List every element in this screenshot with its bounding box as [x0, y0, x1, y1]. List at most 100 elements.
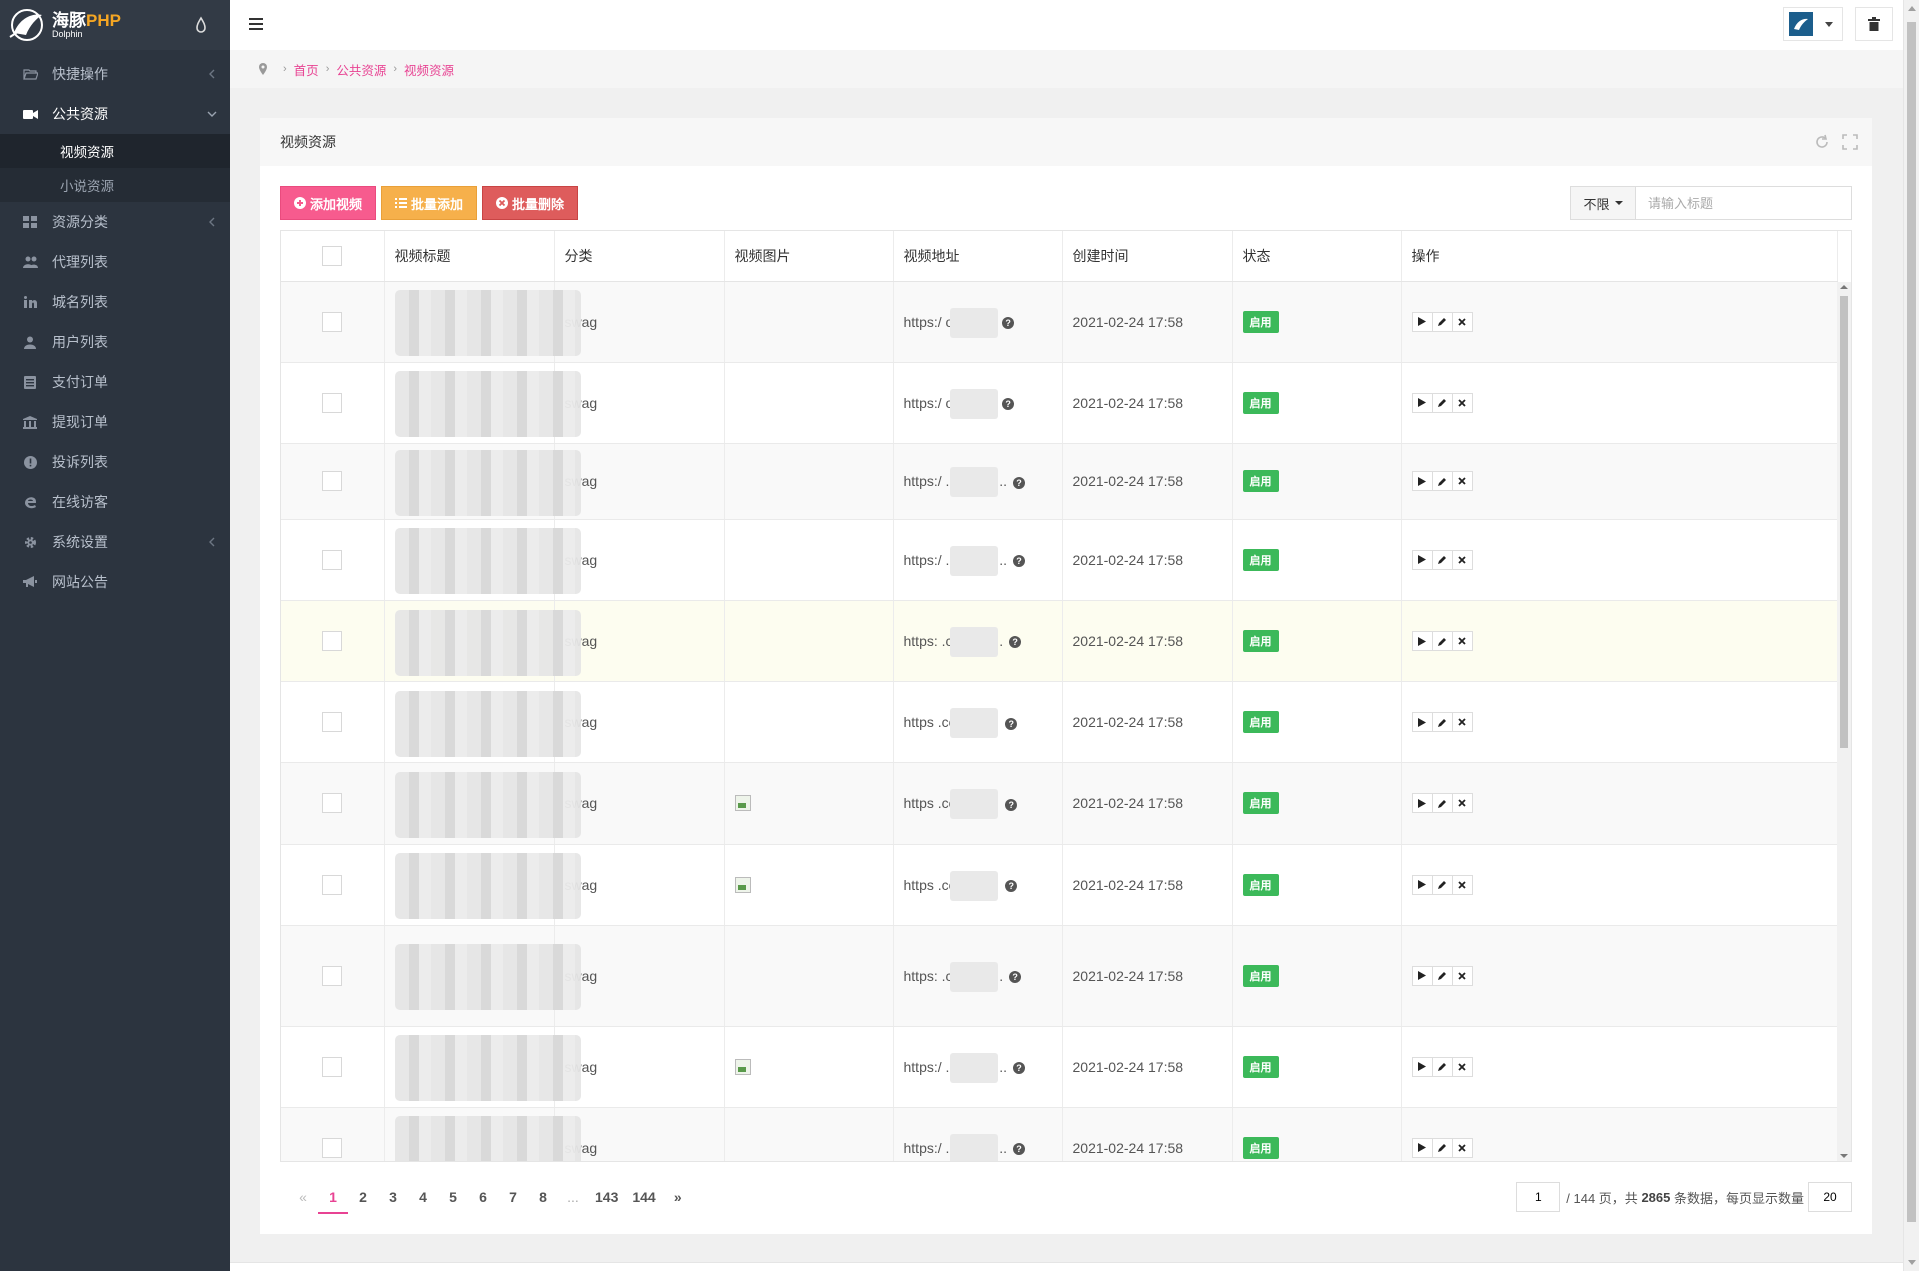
scrollbar-thumb[interactable] — [1840, 296, 1848, 748]
table-row[interactable]: swag https .com/20...?2021-02-24 17:58 启用 — [281, 681, 1838, 764]
table-row[interactable]: swag https .com/20...?2021-02-24 17:58 启用 — [281, 762, 1838, 845]
play-button[interactable] — [1411, 549, 1433, 570]
edit-button[interactable] — [1431, 965, 1453, 986]
row-checkbox[interactable] — [322, 311, 342, 332]
sidebar-item-1[interactable]: 公共资源 — [0, 94, 230, 134]
play-button[interactable] — [1411, 1056, 1433, 1077]
play-button[interactable] — [1411, 631, 1433, 652]
broken-image-icon[interactable] — [734, 1058, 751, 1075]
sidebar-subitem-1[interactable]: 小说资源 — [0, 168, 230, 202]
edit-button[interactable] — [1431, 712, 1453, 733]
sidebar-item-11[interactable]: 网站公告 — [0, 562, 230, 602]
page-button[interactable]: 144 — [632, 1189, 656, 1205]
question-circle-icon[interactable]: ? — [1002, 398, 1015, 411]
play-button[interactable] — [1411, 1137, 1433, 1158]
breadcrumb-video-resources[interactable]: 视频资源 — [404, 63, 455, 78]
page-button[interactable]: 4 — [419, 1189, 427, 1205]
user-menu[interactable] — [1783, 7, 1843, 41]
question-circle-icon[interactable]: ? — [1002, 316, 1015, 329]
delete-button[interactable] — [1451, 471, 1473, 492]
search-input[interactable] — [1636, 186, 1852, 220]
sidebar-subitem-0[interactable]: 视频资源 — [0, 134, 230, 168]
row-checkbox[interactable] — [322, 712, 342, 733]
table-row[interactable]: swag https: .com/20...?2021-02-24 17:58 启用 — [281, 925, 1838, 1027]
page-jump-input[interactable] — [1516, 1182, 1561, 1212]
play-button[interactable] — [1411, 392, 1433, 413]
question-circle-icon[interactable]: ? — [1013, 1061, 1025, 1074]
status-badge[interactable]: 启用 — [1242, 470, 1279, 493]
scrollbar-thumb[interactable] — [1907, 22, 1916, 1222]
row-checkbox[interactable] — [322, 471, 342, 492]
scroll-down-icon[interactable] — [1908, 1260, 1916, 1265]
delete-button[interactable] — [1451, 712, 1473, 733]
row-checkbox[interactable] — [322, 793, 342, 814]
play-button[interactable] — [1411, 712, 1433, 733]
edit-button[interactable] — [1431, 631, 1453, 652]
header-status[interactable]: 状态 — [1232, 231, 1402, 282]
prev-page-button[interactable]: « — [299, 1189, 307, 1205]
scroll-down-icon[interactable] — [1840, 1154, 1848, 1158]
table-row[interactable]: swag https:/ om/20...?2021-02-24 17:58 启用 — [281, 362, 1838, 444]
question-circle-icon[interactable]: ? — [1005, 717, 1018, 730]
page-button[interactable]: 5 — [449, 1189, 457, 1205]
status-badge[interactable]: 启用 — [1242, 1055, 1279, 1078]
sidebar-item-7[interactable]: 提现订单 — [0, 402, 230, 442]
row-checkbox[interactable] — [322, 1137, 342, 1158]
batch-delete-button[interactable]: 批量删除 — [482, 186, 579, 220]
scroll-up-icon[interactable] — [1840, 285, 1848, 289]
row-checkbox[interactable] — [322, 1056, 342, 1077]
status-badge[interactable]: 启用 — [1242, 964, 1279, 987]
question-circle-icon[interactable]: ? — [1013, 476, 1025, 489]
status-badge[interactable]: 启用 — [1242, 630, 1279, 653]
header-url[interactable]: 视频地址 — [893, 231, 1063, 282]
header-title[interactable]: 视频标题 — [384, 231, 555, 282]
table-scrollbar[interactable] — [1837, 282, 1851, 1161]
page-button[interactable]: 2 — [359, 1189, 367, 1205]
delete-button[interactable] — [1451, 392, 1473, 413]
play-button[interactable] — [1411, 965, 1433, 986]
row-checkbox[interactable] — [322, 392, 342, 413]
delete-button[interactable] — [1451, 1056, 1473, 1077]
page-button[interactable]: 143 — [595, 1189, 619, 1205]
row-checkbox[interactable] — [322, 965, 342, 986]
status-badge[interactable]: 启用 — [1242, 548, 1279, 571]
edit-button[interactable] — [1431, 874, 1453, 895]
sidebar-item-3[interactable]: 代理列表 — [0, 242, 230, 282]
play-button[interactable] — [1411, 793, 1433, 814]
question-circle-icon[interactable]: ? — [1005, 798, 1018, 811]
row-checkbox[interactable] — [322, 631, 342, 652]
page-button[interactable]: 7 — [509, 1189, 517, 1205]
status-badge[interactable]: 启用 — [1242, 711, 1279, 734]
refresh-icon[interactable] — [1814, 134, 1830, 150]
page-scrollbar[interactable] — [1903, 0, 1919, 1271]
hamburger-icon[interactable] — [248, 17, 264, 31]
delete-button[interactable] — [1451, 631, 1473, 652]
header-image[interactable]: 视频图片 — [724, 231, 894, 282]
page-button[interactable]: 1 — [318, 1180, 348, 1214]
sidebar-item-10[interactable]: 系统设置 — [0, 522, 230, 562]
question-circle-icon[interactable]: ? — [1013, 1143, 1025, 1156]
delete-button[interactable] — [1451, 965, 1473, 986]
edit-button[interactable] — [1431, 471, 1453, 492]
page-button[interactable]: 6 — [479, 1189, 487, 1205]
fullscreen-icon[interactable] — [1842, 134, 1858, 150]
play-button[interactable] — [1411, 471, 1433, 492]
table-row[interactable]: swag https .com/20...?2021-02-24 17:58 启用 — [281, 844, 1838, 926]
next-page-button[interactable]: » — [673, 1189, 682, 1205]
search-scope-select[interactable]: 不限 — [1570, 186, 1636, 220]
play-button[interactable] — [1411, 874, 1433, 895]
status-badge[interactable]: 启用 — [1242, 1136, 1279, 1159]
sidebar-item-5[interactable]: 用户列表 — [0, 322, 230, 362]
clear-cache-button[interactable] — [1855, 7, 1893, 41]
page-button[interactable]: 8 — [539, 1189, 547, 1205]
sidebar-item-0[interactable]: 快捷操作 — [0, 54, 230, 94]
edit-button[interactable] — [1431, 549, 1453, 570]
edit-button[interactable] — [1431, 1137, 1453, 1158]
question-circle-icon[interactable]: ? — [1009, 636, 1022, 649]
edit-button[interactable] — [1431, 793, 1453, 814]
question-circle-icon[interactable]: ? — [1009, 970, 1022, 983]
breadcrumb-home[interactable]: 首页 — [293, 63, 319, 78]
